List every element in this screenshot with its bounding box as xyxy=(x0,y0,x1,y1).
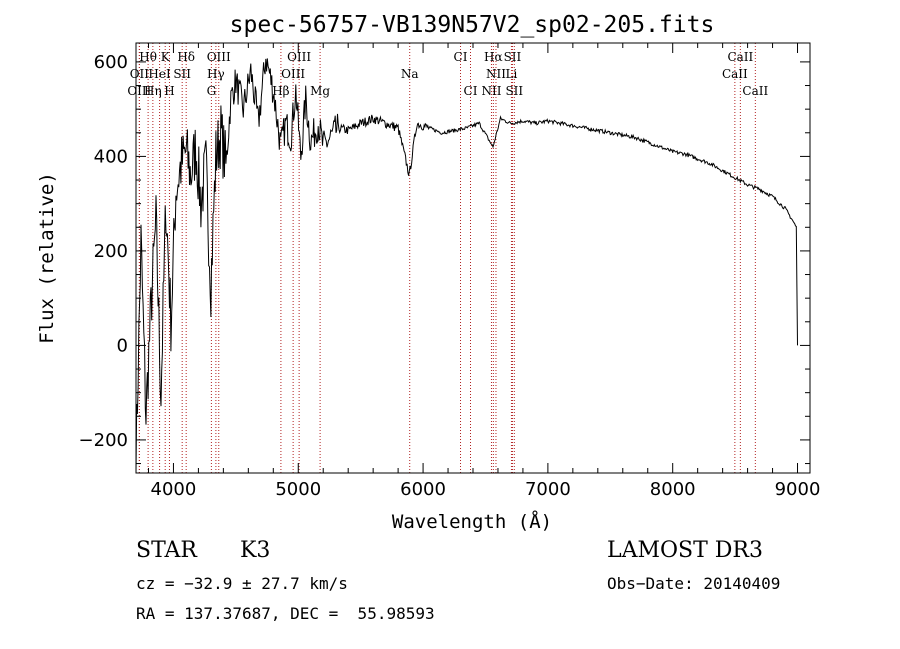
line-label: Hγ xyxy=(207,67,225,81)
y-tick-label: 400 xyxy=(94,146,128,167)
obs-date: Obs−Date: 20140409 xyxy=(607,574,781,593)
line-label: OIII xyxy=(207,50,231,64)
line-label: Hβ xyxy=(272,84,289,98)
line-label: HeI xyxy=(148,67,171,81)
line-label: NII xyxy=(481,84,501,98)
line-label: CI xyxy=(454,50,468,64)
line-label: SII xyxy=(173,67,191,81)
line-label: OIII xyxy=(127,84,151,98)
x-tick-label: 6000 xyxy=(400,479,446,500)
line-label: H xyxy=(164,84,174,98)
y-axis: −200 0 200 400 600 xyxy=(79,52,810,465)
redshift-readout: cz = −32.9 ± 27.7 km/s xyxy=(136,574,348,593)
y-tick-label: 200 xyxy=(94,241,128,262)
line-label: SII xyxy=(504,50,522,64)
line-label: G xyxy=(207,84,217,98)
chart-title: spec-56757-VB139N57V2_sp02-205.fits xyxy=(230,12,715,38)
line-label: Hδ xyxy=(177,50,195,64)
y-axis-label: Flux (relative) xyxy=(36,172,58,344)
subclass: K3 xyxy=(240,538,271,563)
object-type: STAR xyxy=(136,538,197,563)
line-label: Hα xyxy=(484,50,503,64)
line-label: Mg xyxy=(310,84,330,98)
line-label: NII xyxy=(486,67,506,81)
line-label: CaII xyxy=(727,50,753,64)
x-axis: 4000 5000 6000 7000 8000 9000 xyxy=(147,43,821,500)
coordinates: RA = 137.37687, DEC = 55.98593 xyxy=(136,604,435,623)
line-label: Na xyxy=(401,67,419,81)
x-tick-label: 8000 xyxy=(650,479,696,500)
x-axis-label: Wavelength (Å) xyxy=(392,510,552,533)
line-label: CaII xyxy=(722,67,748,81)
x-tick-label: 9000 xyxy=(775,479,821,500)
spectrum-trace xyxy=(135,58,798,474)
line-label: CI xyxy=(464,84,478,98)
line-label: Li xyxy=(506,67,518,81)
line-label: OIII xyxy=(287,50,311,64)
survey-label: LAMOST DR3 xyxy=(607,538,763,563)
y-tick-label: 0 xyxy=(117,335,128,356)
line-label: K xyxy=(161,50,171,64)
y-tick-label: 600 xyxy=(94,52,128,73)
line-label: Hθ xyxy=(139,50,157,64)
line-label: OII xyxy=(130,67,150,81)
line-label: OIII xyxy=(281,67,305,81)
x-tick-label: 4000 xyxy=(151,479,197,500)
line-label: SII xyxy=(505,84,523,98)
plot-frame xyxy=(135,42,811,474)
line-label: Hη xyxy=(144,84,162,98)
x-tick-label: 7000 xyxy=(525,479,571,500)
x-tick-label: 5000 xyxy=(275,479,321,500)
y-tick-label: −200 xyxy=(79,430,128,451)
line-markers xyxy=(138,43,756,473)
line-label: CaII xyxy=(742,84,768,98)
